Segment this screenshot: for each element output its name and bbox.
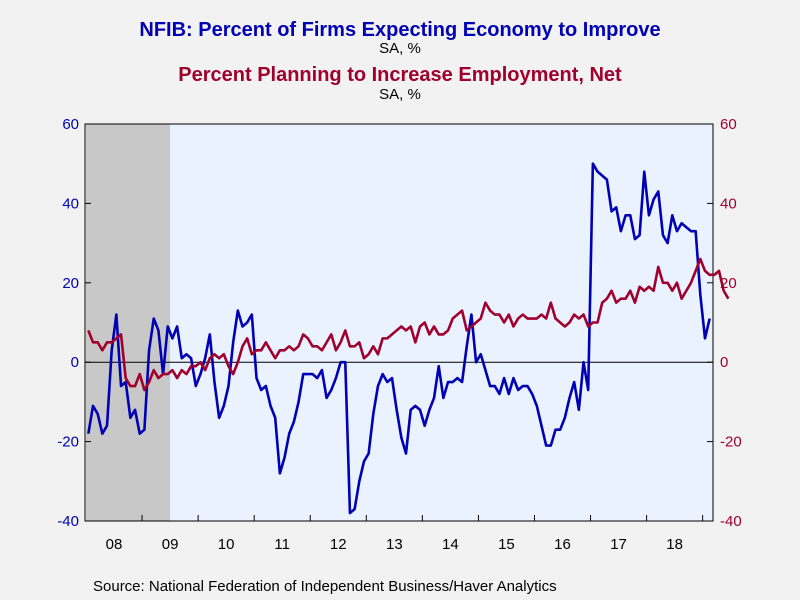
left-axis-tick-label: 40 bbox=[62, 195, 79, 212]
x-axis-tick-label: 16 bbox=[554, 536, 571, 553]
right-axis-tick-label: -40 bbox=[720, 513, 742, 530]
left-axis-tick-label: 60 bbox=[62, 116, 79, 133]
chart-unit-series2: SA, % bbox=[379, 86, 421, 103]
left-axis-tick-label: 0 bbox=[71, 354, 79, 371]
right-axis-tick-label: 60 bbox=[720, 116, 737, 133]
x-axis-tick-label: 11 bbox=[274, 536, 290, 553]
right-axis-tick-label: -20 bbox=[720, 434, 742, 451]
right-axis-tick-label: 0 bbox=[720, 354, 728, 371]
x-axis-tick-label: 08 bbox=[106, 536, 123, 553]
x-axis-tick-label: 12 bbox=[330, 536, 347, 553]
chart-title-series1: NFIB: Percent of Firms Expecting Economy… bbox=[139, 19, 661, 41]
plot-frame bbox=[84, 123, 714, 522]
left-axis-tick-label: -40 bbox=[57, 513, 79, 530]
x-axis-tick-label: 13 bbox=[386, 536, 403, 553]
plot-area bbox=[85, 124, 713, 521]
chart-unit-series1: SA, % bbox=[379, 40, 421, 57]
left-axis-tick-label: 20 bbox=[62, 275, 79, 292]
x-axis-tick-label: 14 bbox=[442, 536, 459, 553]
x-axis-tick-label: 17 bbox=[610, 536, 627, 553]
series-line-employment-plans bbox=[87, 257, 730, 392]
x-axis-tick-label: 09 bbox=[162, 536, 179, 553]
right-axis-tick-label: 40 bbox=[720, 195, 737, 212]
source-note: Source: National Federation of Independe… bbox=[93, 578, 557, 595]
x-axis-tick-label: 15 bbox=[498, 536, 515, 553]
x-axis-tick-label: 10 bbox=[218, 536, 235, 553]
recession-shade bbox=[86, 124, 171, 521]
chart-title-series2: Percent Planning to Increase Employment,… bbox=[178, 64, 622, 86]
x-axis-tick-label: 18 bbox=[666, 536, 683, 553]
left-axis-tick-label: -20 bbox=[57, 434, 79, 451]
series-line-economy-improve bbox=[87, 162, 711, 515]
